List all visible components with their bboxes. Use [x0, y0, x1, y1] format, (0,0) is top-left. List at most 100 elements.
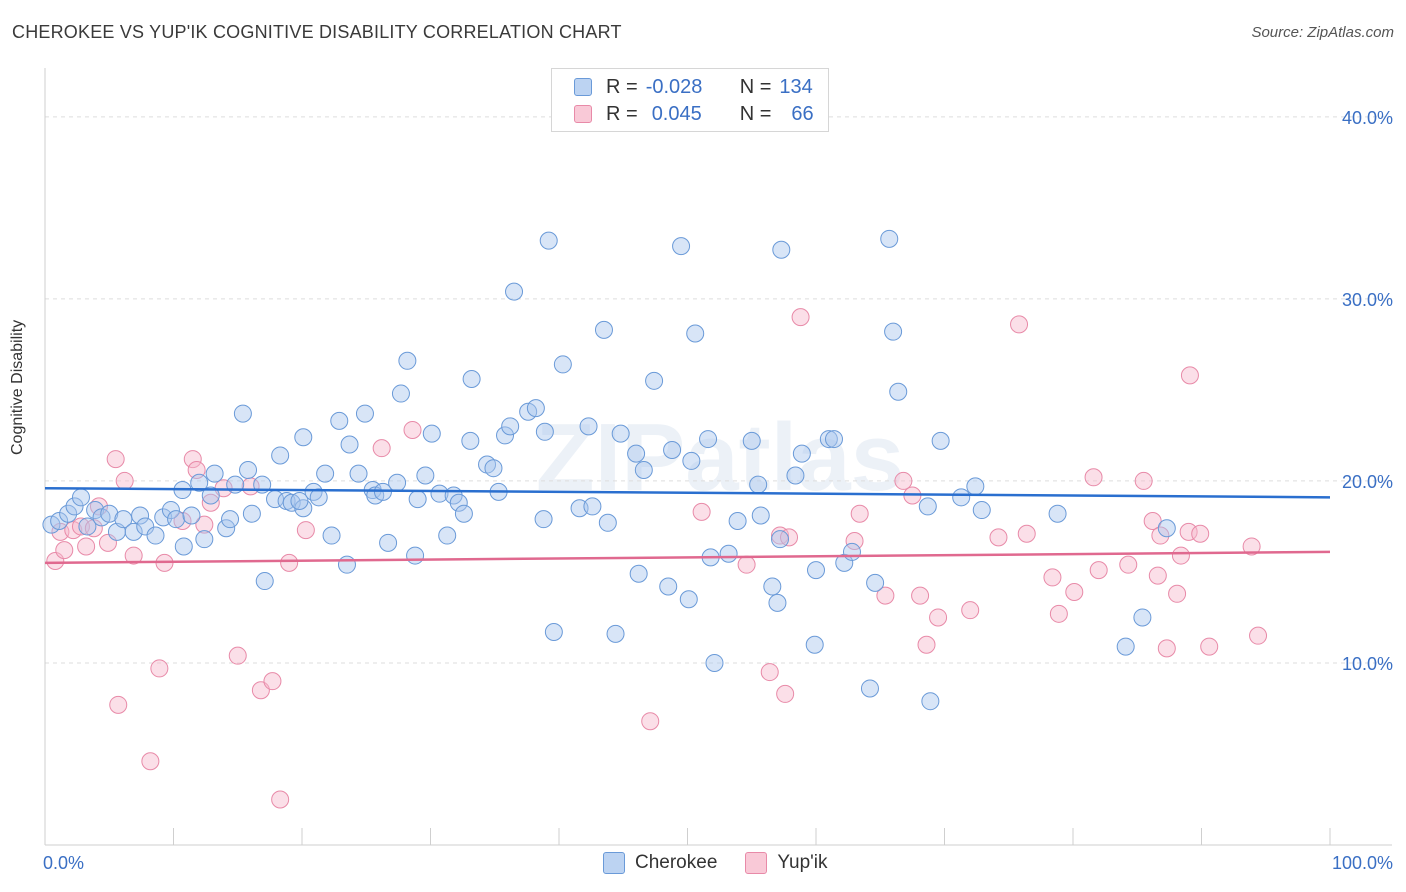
cherokee-point: [819, 430, 838, 449]
cherokee-point: [309, 488, 328, 507]
cherokee-point: [807, 561, 825, 580]
cherokee-point: [71, 488, 90, 507]
yupik-point: [1151, 526, 1170, 545]
yupik-point: [1242, 537, 1261, 556]
cherokee-point: [682, 451, 701, 470]
yupik-point: [791, 308, 810, 327]
yupik-point: [1200, 637, 1219, 656]
yupik-point: [1134, 471, 1153, 490]
cherokee-point: [282, 493, 301, 512]
cherokee-point: [316, 464, 335, 483]
cherokee-point: [271, 446, 290, 465]
cherokee-point: [146, 526, 165, 545]
x-tick-label-min: 0.0%: [43, 853, 84, 873]
cherokee-point: [221, 510, 240, 529]
yupik-point: [77, 537, 96, 556]
cherokee-point: [290, 491, 309, 510]
cherokee-point: [629, 564, 648, 583]
y-tick-label: 40.0%: [1342, 108, 1393, 128]
yupik-point: [1119, 555, 1138, 574]
legend-swatch-cherokee: [574, 78, 592, 96]
cherokee-point: [728, 511, 747, 530]
cherokee-point: [349, 464, 368, 483]
cherokee-point: [416, 466, 435, 485]
yupik-point: [850, 504, 869, 523]
series-legend-cherokee: Cherokee: [603, 852, 717, 874]
cherokee-point: [355, 404, 374, 423]
cherokee-point: [255, 572, 274, 591]
cherokee-point: [86, 501, 105, 520]
cherokee-point: [233, 404, 252, 423]
x-tick-label-max: 100.0%: [1332, 853, 1393, 873]
yupik-point: [109, 695, 128, 714]
legend-swatch-yupik: [574, 105, 592, 123]
cherokee-point: [195, 530, 214, 549]
cherokee-label: Cherokee: [635, 852, 718, 873]
yupik-point: [115, 471, 134, 490]
yupik-point: [1065, 582, 1084, 601]
yupik-swatch: [745, 852, 768, 874]
cherokee-point: [65, 497, 84, 516]
cherokee-point: [686, 324, 705, 343]
cherokee-point: [182, 506, 201, 525]
cherokee-point: [786, 466, 805, 485]
cherokee-point: [501, 417, 520, 436]
yupik-point: [1157, 639, 1176, 658]
cherokee-point: [606, 624, 625, 643]
legend-r-value: 0.045: [651, 102, 702, 125]
yupik-point: [780, 528, 799, 547]
cherokee-point: [1116, 637, 1135, 656]
yupik-point: [641, 712, 660, 731]
y-tick-label: 10.0%: [1342, 654, 1393, 674]
cherokee-point: [449, 493, 468, 512]
yupik-point: [760, 663, 779, 682]
yupik-point: [989, 528, 1008, 547]
cherokee-point: [322, 526, 341, 545]
cherokee-point: [1048, 504, 1067, 523]
cherokee-point: [579, 417, 598, 436]
cherokee-point: [751, 506, 770, 525]
yupik-point: [124, 546, 143, 565]
cherokee-point: [972, 501, 991, 520]
cherokee-point: [484, 459, 503, 478]
yupik-point: [776, 684, 795, 703]
yupik-point: [141, 752, 160, 771]
yupik-point: [403, 420, 422, 439]
cherokee-point: [866, 573, 885, 592]
cherokee-point: [749, 475, 768, 494]
cherokee-point: [594, 320, 613, 339]
cherokee-point: [201, 486, 220, 505]
yupik-point: [1049, 604, 1068, 623]
y-tick-label: 30.0%: [1342, 290, 1393, 310]
cherokee-point: [535, 422, 554, 441]
cherokee-point: [100, 504, 119, 523]
yupik-point: [195, 515, 214, 534]
cherokee-point: [78, 517, 97, 536]
yupik-point: [1089, 561, 1108, 580]
series-legend: Cherokee Yup'ik: [603, 852, 856, 874]
cherokee-point: [598, 513, 617, 532]
yupik-label: Yup'ik: [777, 852, 828, 873]
cherokee-point: [304, 482, 323, 501]
cherokee-point: [462, 369, 481, 388]
cherokee-point: [242, 504, 261, 523]
yupik-point: [173, 511, 192, 530]
yupik-trend-line: [44, 550, 1331, 565]
yupik-point: [894, 471, 913, 490]
cherokee-point: [161, 501, 180, 520]
legend-r-value: -0.028: [645, 75, 703, 98]
cherokee-point: [408, 490, 427, 509]
legend-n-value: 66: [791, 102, 814, 125]
yupik-point: [1148, 566, 1167, 585]
yupik-point: [55, 541, 74, 560]
cherokee-point: [679, 590, 698, 609]
cherokee-point: [672, 237, 691, 256]
cherokee-point: [699, 430, 718, 449]
cherokee-point: [627, 444, 646, 463]
cherokee-point: [805, 635, 824, 654]
series-legend-yupik: Yup'ik: [745, 852, 828, 874]
cherokee-point: [422, 424, 441, 443]
cherokee-point: [388, 473, 407, 492]
cherokee-point: [824, 430, 843, 449]
